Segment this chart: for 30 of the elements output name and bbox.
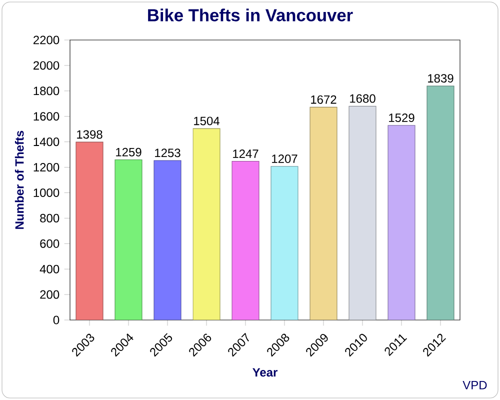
data-label: 1504 <box>194 116 220 126</box>
data-label: 1259 <box>116 148 142 156</box>
y-tick-label: 1600 <box>34 112 60 121</box>
bar <box>114 159 142 320</box>
y-tick-label: 400 <box>40 264 60 274</box>
data-label: 1253 <box>155 148 180 158</box>
data-label: 1247 <box>233 150 258 158</box>
data-label: 1529 <box>389 114 414 122</box>
y-tick-label: 1400 <box>34 138 60 146</box>
data-label: 1680 <box>350 94 376 103</box>
y-tick-label: 1800 <box>34 86 60 96</box>
data-label: 1672 <box>311 95 336 104</box>
y-tick-label: 800 <box>40 214 60 222</box>
y-tick-label: 2000 <box>34 61 60 70</box>
data-label: 1398 <box>77 130 102 139</box>
data-label: 1839 <box>428 74 454 83</box>
bar <box>232 161 260 320</box>
y-tick-label: 200 <box>40 290 60 299</box>
bar <box>388 125 416 320</box>
y-tick-label: 600 <box>40 239 60 248</box>
y-tick-label: 1000 <box>34 188 60 197</box>
chart-title: Bike Thefts in Vancouver <box>148 8 353 22</box>
bar <box>270 166 298 320</box>
text: VPD <box>462 381 487 390</box>
y-tick-label: 2200 <box>34 36 60 44</box>
data-label: 1207 <box>272 154 298 164</box>
y-axis-title: Number of Thefts <box>14 130 24 229</box>
y-tick-label: 0 <box>53 316 60 324</box>
y-tick-label: 1200 <box>34 163 60 172</box>
x-axis-title: Year <box>252 368 278 377</box>
